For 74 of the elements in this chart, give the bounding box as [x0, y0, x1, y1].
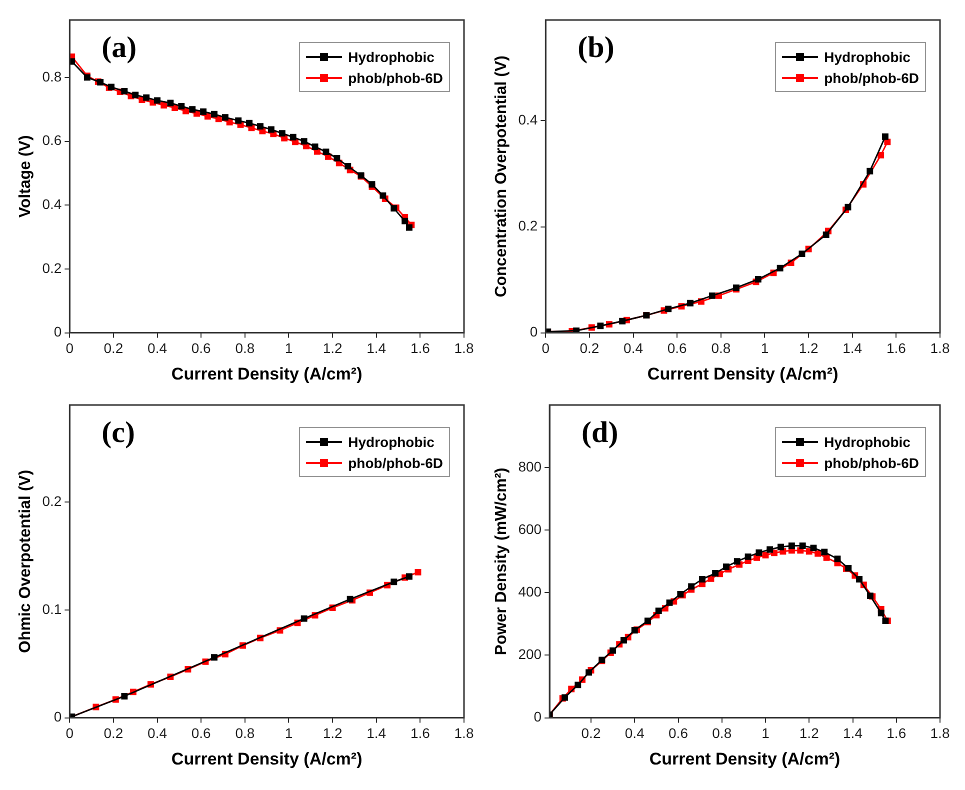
- legend-label: phob/phob-6D: [824, 454, 919, 470]
- y-tick-label: 0.4: [42, 196, 62, 212]
- annotation: (d): [582, 416, 618, 449]
- x-tick-label: 1.8: [454, 340, 474, 356]
- y-tick-label: 0.2: [42, 492, 62, 509]
- y-tick-label: 0.4: [518, 112, 538, 128]
- y-axis-title: Concentration Overpotential (V): [493, 56, 510, 298]
- y-axis-title: Power Density (mW/cm²): [493, 468, 510, 656]
- x-axis-title: Current Density (A/cm²): [171, 364, 362, 384]
- x-tick-label: 0: [66, 725, 74, 742]
- y-tick-label: 0.1: [42, 600, 62, 617]
- x-tick-label: 1.8: [454, 725, 474, 742]
- x-tick-label: 1.2: [798, 340, 818, 356]
- y-tick-label: 0.2: [518, 218, 538, 234]
- x-tick-label: 1.6: [886, 725, 906, 742]
- y-axis-title: Ohmic Overpotential (V): [17, 470, 34, 653]
- legend-label: Hydrophobic: [348, 48, 434, 64]
- x-tick-label: 1: [284, 725, 293, 742]
- legend-label: phob/phob-6D: [348, 454, 443, 470]
- x-tick-label: 0.6: [191, 725, 212, 742]
- y-tick-label: 0: [534, 708, 542, 725]
- x-tick-label: 0.4: [148, 725, 168, 742]
- x-tick-label: 1.6: [410, 340, 430, 356]
- x-tick-label: 0.8: [235, 340, 255, 356]
- x-tick-label: 0.2: [581, 725, 601, 742]
- x-tick-label: 1: [760, 340, 769, 356]
- y-tick-label: 0: [54, 324, 62, 340]
- x-tick-label: 1.8: [930, 725, 950, 742]
- x-tick-label: 1.2: [799, 725, 820, 742]
- y-tick-label: 0.6: [42, 132, 62, 148]
- x-tick-label: 1.4: [842, 340, 862, 356]
- x-tick-label: 0.6: [191, 340, 212, 356]
- y-axis-title: Voltage (V): [17, 135, 34, 218]
- y-tick-label: 200: [518, 646, 542, 662]
- legend-label: phob/phob-6D: [348, 70, 443, 86]
- x-tick-label: 0.2: [104, 340, 124, 356]
- legend-label: Hydrophobic: [348, 434, 434, 450]
- x-axis-title: Current Density (A/cm²): [171, 749, 362, 768]
- x-tick-label: 0.2: [580, 340, 600, 356]
- x-tick-label: 1.6: [410, 725, 430, 742]
- x-tick-label: 0.8: [711, 340, 731, 356]
- x-tick-label: 0.8: [712, 725, 732, 742]
- annotation: (b): [578, 30, 614, 64]
- x-tick-label: 1.2: [322, 725, 342, 742]
- x-tick-label: 0: [66, 340, 74, 356]
- y-tick-label: 0.8: [42, 68, 62, 84]
- annotation: (c): [102, 416, 135, 449]
- x-tick-label: 0.8: [235, 725, 255, 742]
- x-tick-label: 0.4: [148, 340, 168, 356]
- annotation: (a): [102, 30, 137, 64]
- y-tick-label: 800: [518, 458, 542, 474]
- x-axis-title: Current Density (A/cm²): [649, 749, 840, 768]
- x-tick-label: 1.6: [886, 340, 906, 356]
- y-tick-label: 0.2: [42, 260, 62, 276]
- x-tick-label: 1.8: [930, 340, 950, 356]
- y-tick-label: 400: [518, 584, 542, 600]
- x-tick-label: 1: [762, 725, 770, 742]
- x-tick-label: 1.4: [366, 340, 386, 356]
- legend-label: phob/phob-6D: [824, 70, 919, 86]
- x-tick-label: 0.6: [667, 340, 688, 356]
- x-tick-label: 0.4: [624, 725, 645, 742]
- x-tick-label: 0.6: [668, 725, 688, 742]
- x-tick-label: 1.4: [843, 725, 863, 742]
- x-axis-title: Current Density (A/cm²): [647, 364, 838, 384]
- x-tick-label: 1: [284, 340, 293, 356]
- x-tick-label: 1.4: [366, 725, 386, 742]
- legend-label: Hydrophobic: [824, 434, 910, 450]
- y-tick-label: 600: [518, 520, 542, 537]
- legend-label: Hydrophobic: [824, 48, 910, 64]
- x-tick-label: 0.4: [624, 340, 644, 356]
- y-tick-label: 0: [54, 708, 62, 725]
- y-tick-label: 0: [530, 324, 538, 340]
- x-tick-label: 1.2: [322, 340, 342, 356]
- x-tick-label: 0.2: [104, 725, 124, 742]
